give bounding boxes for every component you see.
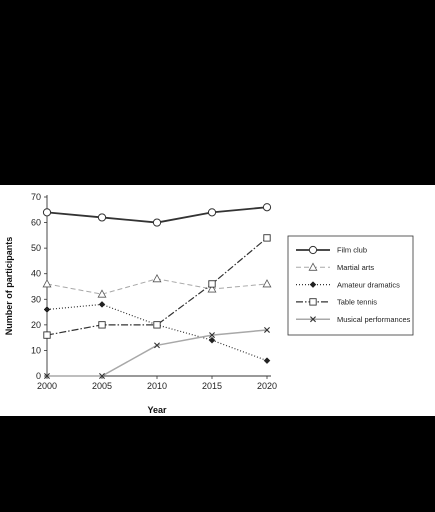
legend-marker — [309, 298, 317, 306]
series-line — [46, 237, 268, 336]
data-point — [263, 357, 271, 365]
data-point — [207, 284, 217, 293]
legend-marker — [308, 262, 318, 271]
y-tick-label: 10 — [31, 345, 41, 355]
data-point — [263, 234, 271, 242]
series-4 — [44, 326, 270, 379]
x-tick-label: 2020 — [257, 381, 277, 391]
series-line — [47, 329, 268, 377]
legend-label: Martial arts — [337, 263, 374, 272]
y-tick-label: 20 — [31, 320, 41, 330]
data-point — [208, 336, 216, 344]
series-0 — [42, 203, 272, 227]
data-point — [262, 203, 272, 212]
y-tick-label: 0 — [36, 371, 41, 381]
legend-item: Musical performances — [296, 315, 411, 324]
data-point — [44, 373, 50, 379]
data-point — [98, 301, 106, 308]
data-point — [99, 373, 105, 379]
x-axis-ticks: 2000 2005 2010 2015 2020 — [37, 376, 277, 391]
data-point — [208, 280, 216, 288]
data-point — [42, 208, 52, 217]
data-point — [153, 321, 161, 329]
legend-label: Table tennis — [337, 298, 377, 307]
data-point — [152, 218, 162, 227]
legend-label: Musical performances — [337, 315, 411, 324]
line-chart: 0 10 20 30 40 50 60 70 2000 2005 2010 2015 2020 Yea… — [4, 192, 414, 415]
legend-marker — [308, 245, 318, 255]
y-tick-label: 70 — [31, 192, 41, 202]
x-tick-label: 2000 — [37, 381, 57, 391]
x-tick-label: 2010 — [147, 381, 167, 391]
legend: Film club Martial arts Amateur dramatics Ta… — [287, 235, 414, 336]
data-point — [97, 213, 107, 222]
series-line — [46, 303, 268, 362]
x-tick-label: 2015 — [202, 381, 222, 391]
y-tick-label: 40 — [31, 269, 41, 279]
data-point — [264, 326, 270, 333]
y-tick-label: 50 — [31, 243, 41, 253]
y-tick-label: 60 — [31, 218, 41, 228]
data-point — [98, 321, 106, 329]
data-point — [43, 306, 51, 313]
series-3 — [43, 234, 271, 339]
data-point — [97, 289, 107, 298]
legend-marker — [309, 281, 317, 288]
data-point — [154, 342, 160, 349]
data-point — [207, 208, 217, 217]
data-point — [209, 332, 215, 339]
data-point — [42, 279, 52, 288]
legend-items: Film club Martial arts Amateur dramatics Ta… — [296, 246, 411, 324]
legend-item: Film club — [296, 246, 367, 255]
x-axis-title: Year — [147, 405, 167, 415]
series-1 — [42, 273, 272, 298]
legend-item: Table tennis — [296, 298, 377, 307]
chart-panel: 0 10 20 30 40 50 60 70 2000 2005 2010 2015 2020 Yea… — [0, 185, 435, 416]
data-point — [262, 279, 272, 288]
y-axis-ticks: 0 10 20 30 40 50 60 70 — [31, 192, 47, 381]
data-point — [152, 273, 162, 283]
y-tick-label: 30 — [31, 294, 41, 304]
legend-label: Film club — [337, 246, 367, 255]
y-axis-title: Number of participants — [4, 237, 14, 336]
x-tick-label: 2005 — [92, 381, 112, 391]
legend-label: Amateur dramatics — [337, 280, 400, 289]
data-point — [43, 331, 51, 339]
legend-marker — [310, 316, 316, 323]
legend-item: Amateur dramatics — [296, 280, 400, 289]
series-group — [42, 203, 272, 379]
legend-item: Martial arts — [296, 262, 374, 272]
